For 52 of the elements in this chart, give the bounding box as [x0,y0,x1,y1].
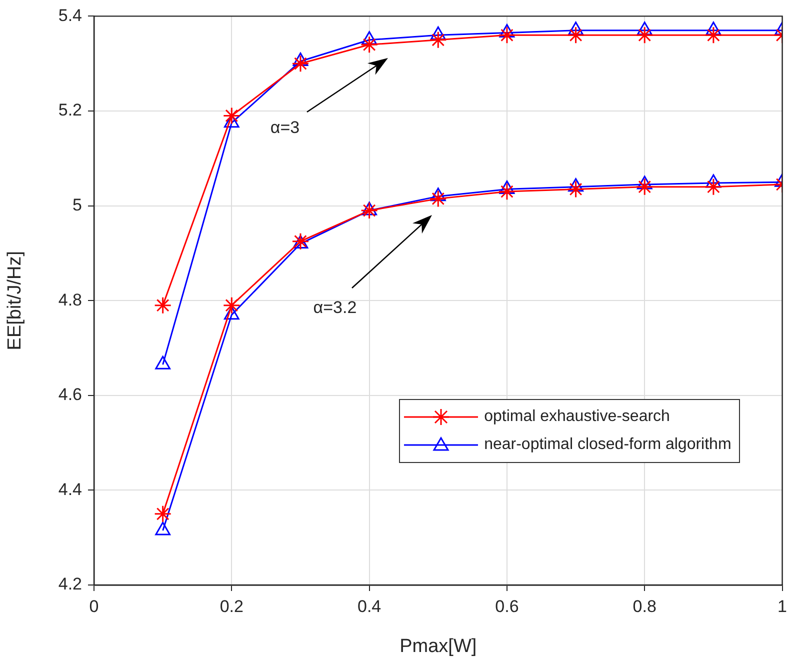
x-tick-label: 0 [89,596,99,616]
point [292,54,310,72]
annotation: α=3.2 [313,298,357,318]
x-tick-label: 0.8 [632,596,656,616]
point [568,22,584,36]
point [222,106,240,124]
point [222,296,240,314]
point [429,31,447,49]
x-tick-label: 0.2 [220,596,244,616]
x-tick-label: 0.4 [357,596,382,616]
point [154,505,172,523]
legend-label: near-optimal closed-form algorithm [484,436,732,454]
legend-label: optimal exhaustive-search [484,408,670,426]
point [706,174,722,188]
y-tick-label: 4.6 [58,385,82,404]
point [292,52,308,66]
annotation: α=3 [270,118,300,138]
point [704,26,722,44]
point [499,24,515,38]
point [154,296,172,314]
point [567,180,585,198]
x-tick-label: 0.6 [495,596,519,616]
y-tick-label: 4.2 [58,574,82,594]
point [567,26,585,44]
point [155,522,171,536]
point [498,26,516,44]
point [362,202,377,216]
x-tick-label: 1 [778,596,788,616]
x-axis-title: Pmax[W] [400,636,477,657]
point [155,356,171,370]
y-tick-label: 4.8 [58,290,82,310]
y-tick-label: 5 [72,195,82,214]
point [429,190,447,208]
point [636,178,654,196]
point [499,180,515,194]
point [430,26,446,40]
point [568,178,584,192]
y-tick-label: 5.2 [58,100,82,120]
point [636,26,654,44]
point [498,182,516,200]
point [636,22,652,36]
y-axis-title: EE[bit/J/Hz] [4,250,26,350]
point [362,31,377,45]
point [360,36,378,54]
point [224,306,240,320]
point [360,202,378,220]
point [430,188,446,202]
point [704,178,722,196]
point [636,176,652,190]
y-tick-label: 5.4 [58,6,82,25]
point [706,22,722,36]
y-tick-label: 4.4 [58,480,82,499]
